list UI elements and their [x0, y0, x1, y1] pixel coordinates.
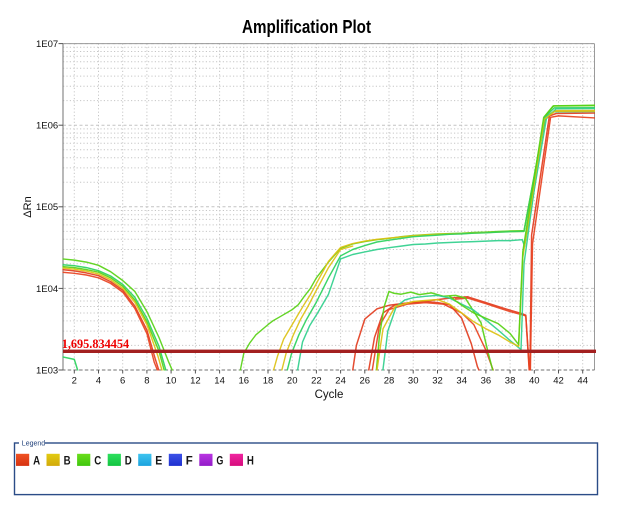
svg-text:ΔRn: ΔRn	[22, 196, 34, 217]
svg-text:E: E	[155, 454, 162, 468]
svg-text:Cycle: Cycle	[315, 389, 344, 401]
svg-text:2: 2	[72, 376, 77, 387]
svg-text:18: 18	[263, 376, 274, 387]
svg-text:1E04: 1E04	[36, 284, 58, 295]
svg-text:10: 10	[166, 376, 177, 387]
svg-text:24: 24	[335, 376, 346, 387]
svg-text:44: 44	[577, 376, 588, 387]
svg-text:C: C	[94, 454, 101, 468]
svg-text:1E07: 1E07	[36, 39, 58, 50]
svg-text:26: 26	[360, 376, 371, 387]
svg-text:32: 32	[432, 376, 443, 387]
svg-text:20: 20	[287, 376, 298, 387]
svg-text:Legend: Legend	[22, 441, 45, 448]
svg-text:12: 12	[190, 376, 201, 387]
svg-text:G: G	[216, 454, 223, 468]
svg-text:4: 4	[96, 376, 101, 387]
svg-text:42: 42	[553, 376, 564, 387]
svg-text:28: 28	[384, 376, 395, 387]
svg-text:14: 14	[214, 376, 225, 387]
svg-text:F: F	[186, 454, 193, 468]
svg-text:A: A	[33, 454, 40, 468]
svg-text:1E05: 1E05	[36, 202, 58, 213]
svg-text:1E03: 1E03	[36, 365, 58, 376]
svg-text:38: 38	[505, 376, 516, 387]
svg-text:6: 6	[120, 376, 125, 387]
svg-text:16: 16	[239, 376, 250, 387]
svg-text:D: D	[125, 454, 132, 468]
svg-text:36: 36	[481, 376, 492, 387]
svg-text:Amplification Plot: Amplification Plot	[242, 17, 371, 37]
svg-text:34: 34	[456, 376, 467, 387]
svg-text:22: 22	[311, 376, 322, 387]
svg-text:1E06: 1E06	[36, 121, 58, 132]
svg-text:1,695.834454: 1,695.834454	[62, 337, 130, 351]
svg-text:40: 40	[529, 376, 540, 387]
svg-text:30: 30	[408, 376, 419, 387]
svg-text:B: B	[64, 454, 71, 468]
svg-text:8: 8	[144, 376, 149, 387]
svg-text:H: H	[247, 454, 254, 468]
